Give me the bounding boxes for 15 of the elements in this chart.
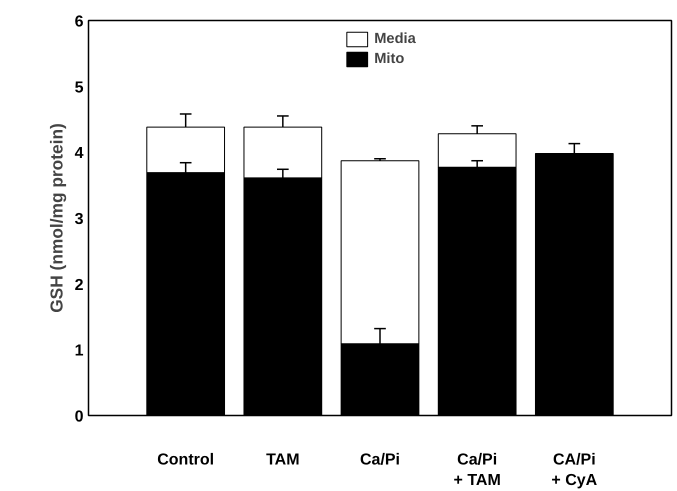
legend-label: Mito xyxy=(374,51,404,67)
y-axis-title: GSH (nmol/mg protein) xyxy=(46,123,67,313)
y-tick-label: 6 xyxy=(74,14,84,30)
y-tick-label: 5 xyxy=(74,79,84,96)
y-tick-label: 1 xyxy=(74,342,84,360)
x-tick-label: Ca/Pi + TAM xyxy=(454,452,501,489)
y-tick-label: 4 xyxy=(74,145,84,162)
x-tick-label: CA/Pi + CyA xyxy=(551,452,598,489)
x-tick-label: TAM xyxy=(266,452,300,468)
y-tick-label: 3 xyxy=(74,211,84,228)
x-tick-label: Control xyxy=(157,452,214,468)
x-tick-label: Ca/Pi xyxy=(360,452,400,468)
legend-label: Media xyxy=(374,31,416,47)
y-tick-label: 0 xyxy=(74,408,84,426)
y-tick-label: 2 xyxy=(74,276,84,294)
